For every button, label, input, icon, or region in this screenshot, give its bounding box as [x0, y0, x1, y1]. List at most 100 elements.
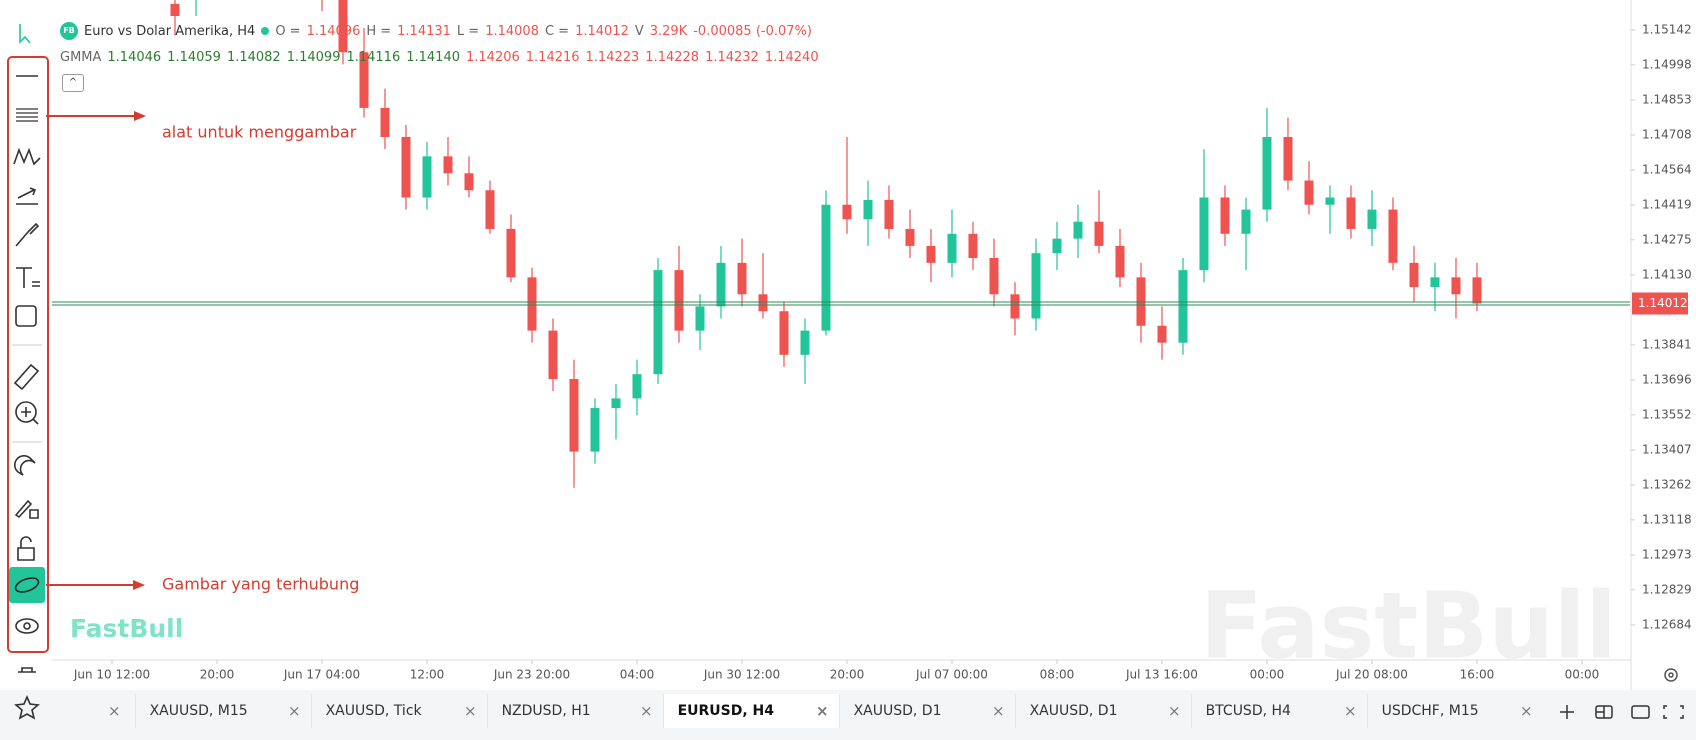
emoji-tool[interactable]: [15, 305, 37, 327]
tab-close[interactable]: ×: [1168, 702, 1181, 720]
candle-body: [695, 306, 705, 331]
ohlc-value: 1.14008: [485, 23, 539, 39]
gmma-value: 1.14206: [466, 49, 520, 65]
ruler-tool[interactable]: [13, 363, 40, 391]
ohlc-label: H =: [366, 23, 392, 39]
y-tick-label: 1.13262: [1642, 478, 1692, 492]
gmma-value: 1.14140: [406, 49, 460, 65]
zoom-tool[interactable]: [15, 401, 37, 423]
add-tab[interactable]: [1560, 705, 1574, 719]
gmma-value: 1.14082: [226, 49, 281, 65]
lock-drawing-tool[interactable]: [14, 499, 39, 519]
y-tick-label: 1.14708: [1642, 128, 1692, 142]
candle-body: [443, 156, 453, 174]
gmma-value: 1.14228: [645, 49, 700, 65]
tab[interactable]: XAUUSD, Tick ×: [310, 694, 487, 728]
plot: [52, 0, 1630, 488]
sync-drawing-tool-active[interactable]: [9, 567, 45, 603]
tab[interactable]: XAUUSD, M15 ×: [134, 694, 311, 728]
tab-close[interactable]: ×: [288, 702, 301, 720]
favorite-tool[interactable]: [14, 694, 40, 720]
candle-body: [737, 262, 747, 295]
candle-body: [1451, 277, 1461, 295]
annotation: Gambar yang terhubung: [162, 575, 359, 594]
fib-tool[interactable]: [16, 108, 38, 122]
x-tick-label: 08:00: [1040, 668, 1075, 682]
magnet-tool[interactable]: [14, 455, 36, 476]
x-tick-label: 12:00: [410, 668, 445, 682]
candle-body: [758, 294, 768, 312]
x-tick-label: 20:00: [830, 668, 865, 682]
gmma-value: 1.14216: [525, 49, 580, 65]
y-tick-label: 1.13696: [1642, 372, 1692, 386]
candle-body: [926, 245, 936, 263]
text-tool[interactable]: [16, 267, 40, 288]
trash-tool[interactable]: [18, 667, 36, 673]
candle-body: [1388, 209, 1398, 263]
x-tick-label: Jun 17 04:00: [283, 668, 360, 682]
candle-body: [1346, 197, 1356, 229]
tab-close[interactable]: ×: [640, 702, 653, 720]
y-tick-label: 1.12829: [1642, 582, 1692, 596]
candle-body: [590, 408, 600, 452]
tab[interactable]: USDCHF, M15 ×: [1366, 694, 1543, 728]
collapse-legend[interactable]: ^: [62, 74, 84, 92]
ohlc-value: 1.14096: [306, 23, 361, 39]
tab-close[interactable]: ×: [1520, 702, 1533, 720]
x-tick-label: 00:00: [1250, 668, 1285, 682]
x-tick-label: 00:00: [1565, 668, 1600, 682]
candle-body: [968, 233, 978, 258]
tab[interactable]: EURUSD, H4 ×: [662, 694, 839, 728]
tab-close[interactable]: ×: [108, 702, 121, 720]
y-tick-label: 1.14853: [1642, 92, 1692, 106]
candle-body: [947, 233, 957, 263]
candle-body: [1010, 294, 1020, 319]
tab[interactable]: BTCUSD, H4 ×: [1190, 694, 1367, 728]
candle-body: [674, 270, 684, 331]
window-button[interactable]: [1631, 705, 1650, 719]
tab-label: XAUUSD, D1: [853, 703, 942, 719]
x-tick-label: Jun 30 12:00: [703, 668, 780, 682]
tab-close[interactable]: ×: [464, 702, 477, 720]
candle-body: [1031, 253, 1041, 319]
y-tick-label: 1.12684: [1642, 617, 1692, 631]
tab[interactable]: XAUUSD, D1 ×: [1014, 694, 1191, 728]
tab-label: XAUUSD, Tick: [325, 703, 422, 719]
candle-body: [1325, 197, 1335, 205]
visibility-tool[interactable]: [15, 618, 39, 634]
tab-close[interactable]: ×: [992, 702, 1005, 720]
tab-bar-bg: [0, 690, 1696, 740]
tab-close[interactable]: ×: [816, 702, 829, 720]
candle-body: [1178, 270, 1188, 343]
symbol-name: Euro vs Dolar Amerika, H4: [84, 23, 256, 39]
tab-label: XAUUSD, D1: [1029, 703, 1118, 719]
toolbar: [7, 24, 49, 720]
fullscreen-button[interactable]: [1663, 705, 1684, 719]
brush-tool[interactable]: [15, 222, 40, 247]
candle-body: [1430, 277, 1440, 288]
candle-body: [989, 257, 999, 295]
tab[interactable]: XAUUSD, D1 ×: [838, 694, 1015, 728]
tab-label: EURUSD, H4: [677, 703, 775, 719]
candle-body: [338, 0, 348, 53]
y-tick-label: 1.13552: [1642, 407, 1692, 421]
price-label: 1.14012: [1638, 296, 1688, 310]
tab-close[interactable]: ×: [1344, 702, 1357, 720]
indicator-name: GMMA: [60, 49, 102, 65]
candle-body: [170, 3, 180, 16]
status-dot: [261, 27, 270, 35]
x-tick-label: Jun 23 20:00: [493, 668, 570, 682]
projection-tool[interactable]: [16, 187, 38, 205]
lock-tool[interactable]: [17, 536, 35, 561]
candle-body: [905, 228, 915, 246]
volume-label: V: [634, 23, 644, 39]
tab[interactable]: NZDUSD, H1 ×: [486, 694, 663, 728]
pattern-tool[interactable]: [13, 147, 41, 166]
y-tick-label: 1.14419: [1642, 197, 1692, 211]
candle-body: [716, 262, 726, 307]
volume-value: 3.29K: [649, 23, 688, 39]
settings[interactable]: [1664, 668, 1678, 682]
cursor-tool[interactable]: [19, 24, 31, 44]
x-tick-label: 04:00: [620, 668, 655, 682]
